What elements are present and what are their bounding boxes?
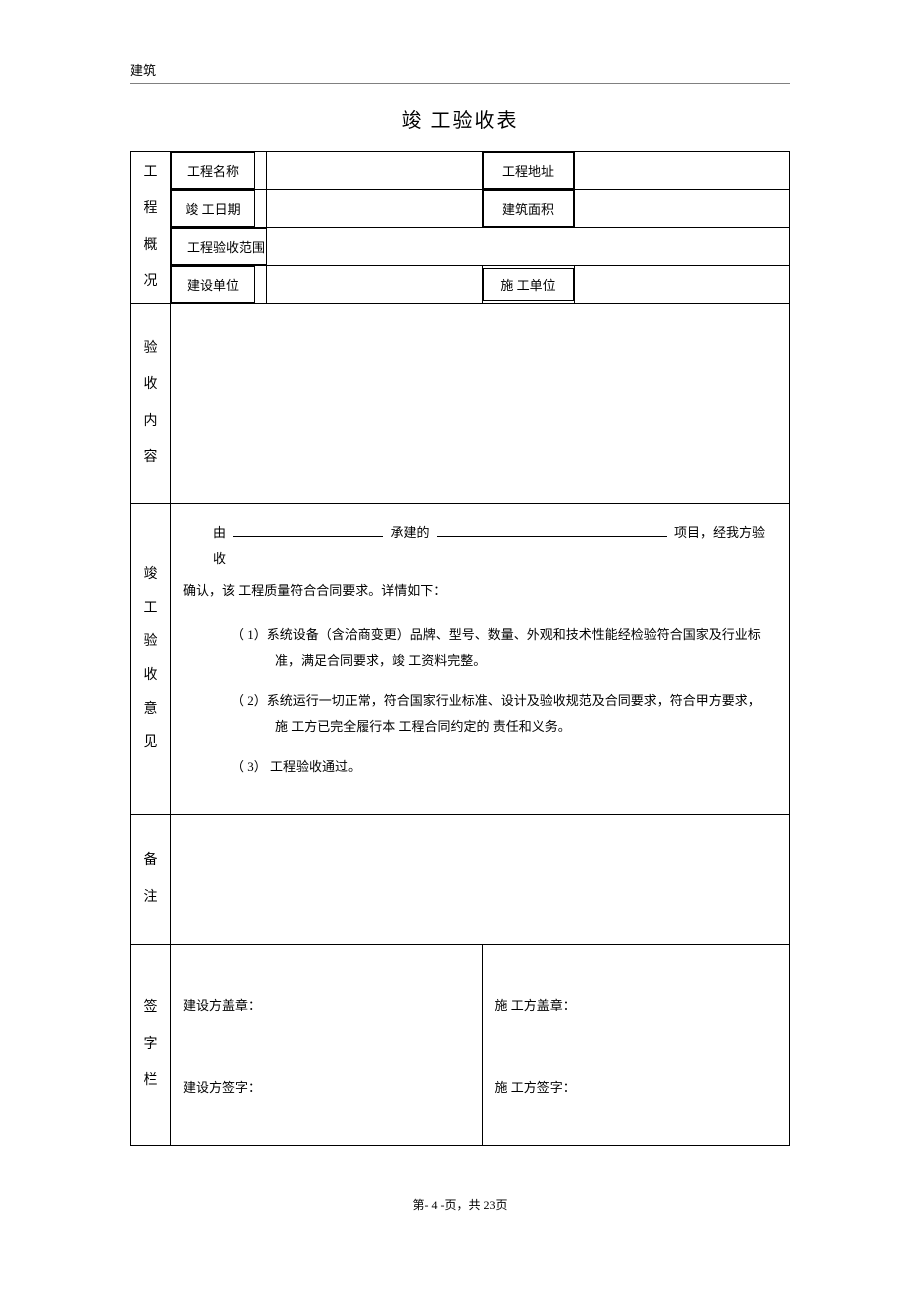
- opinion-char-5: 意: [131, 693, 170, 727]
- contractor-sign-label: 施 工方签字：: [495, 1077, 778, 1096]
- value-owner[interactable]: [267, 266, 483, 304]
- page-title: 竣 工验收表: [130, 104, 790, 133]
- opinion-item-3: （ 3） 工程验收通过。: [231, 754, 767, 780]
- content-char-3: 内: [131, 404, 170, 440]
- overview-row-2: 竣 工日期 建筑面积: [131, 190, 790, 228]
- overview-char-1: 工: [131, 155, 170, 191]
- opinion-prefix: 由: [213, 525, 226, 540]
- remark-cell[interactable]: [171, 815, 790, 945]
- overview-rowlabel: 工 程 概 况: [131, 152, 171, 304]
- contractor-seal-label: 施 工方盖章：: [495, 995, 778, 1014]
- content-row: 验 收 内 容: [131, 304, 790, 504]
- label-completion-date: 竣 工日期: [171, 190, 255, 227]
- sign-row: 签 字 栏 建设方盖章： 建设方签字： 施 工方盖章： 施 工方签字：: [131, 945, 790, 1146]
- owner-seal-label: 建设方盖章：: [183, 995, 470, 1014]
- content-char-2: 收: [131, 367, 170, 403]
- sign-left-cell: 建设方盖章： 建设方签字：: [171, 945, 483, 1146]
- label-project-addr: 工程地址: [483, 152, 574, 189]
- remark-char-1: 备: [131, 843, 170, 879]
- opinion-char-6: 见: [131, 726, 170, 760]
- value-building-area[interactable]: [574, 190, 790, 228]
- value-completion-date[interactable]: [267, 190, 483, 228]
- overview-row-3: 工程验收范围: [131, 228, 790, 266]
- value-project-addr[interactable]: [574, 152, 790, 190]
- overview-row-1: 工 程 概 况 工程名称 工程地址: [131, 152, 790, 190]
- overview-row-4: 建设单位 施 工单位: [131, 266, 790, 304]
- remark-char-2: 注: [131, 880, 170, 916]
- opinion-blank-2[interactable]: [437, 524, 667, 537]
- opinion-cell: 由 承建的 项目，经我方验收 确认，该 工程质量符合合同要求。详情如下： （ 1…: [171, 504, 790, 815]
- remark-row: 备 注: [131, 815, 790, 945]
- opinion-char-4: 收: [131, 659, 170, 693]
- value-contractor[interactable]: [574, 266, 790, 304]
- value-project-name[interactable]: [267, 152, 483, 190]
- sign-char-1: 签: [131, 990, 170, 1026]
- page-footer: 第- 4 -页，共 23页: [130, 1196, 790, 1213]
- opinion-char-3: 验: [131, 625, 170, 659]
- opinion-rowlabel: 竣 工 验 收 意 见: [131, 504, 171, 815]
- opinion-item-2: （ 2）系统运行一切正常，符合国家行业标准、设计及验收规范及合同要求，符合甲方要…: [231, 688, 767, 740]
- owner-sign-label: 建设方签字：: [183, 1077, 470, 1096]
- opinion-intro-line2: 确认，该 工程质量符合合同要求。详情如下：: [183, 578, 777, 604]
- opinion-mid: 承建的: [391, 525, 430, 540]
- acceptance-table: 工 程 概 况 工程名称 工程地址 竣 工日期 建筑面积 工程验收范围 建设单位…: [130, 151, 790, 1146]
- value-scope[interactable]: [267, 228, 790, 266]
- content-char-1: 验: [131, 331, 170, 367]
- label-building-area: 建筑面积: [483, 190, 574, 227]
- label-scope: 工程验收范围: [171, 228, 281, 265]
- content-rowlabel: 验 收 内 容: [131, 304, 171, 504]
- opinion-char-2: 工: [131, 592, 170, 626]
- opinion-intro-line1: 由 承建的 项目，经我方验收: [183, 520, 777, 572]
- opinion-item-1: （ 1）系统设备（含洽商变更）品牌、型号、数量、外观和技术性能经检验符合国家及行…: [231, 622, 767, 674]
- sign-right-cell: 施 工方盖章： 施 工方签字：: [482, 945, 790, 1146]
- sign-char-2: 字: [131, 1027, 170, 1063]
- overview-char-4: 况: [131, 264, 170, 300]
- label-project-name: 工程名称: [171, 152, 255, 189]
- content-cell[interactable]: [171, 304, 790, 504]
- content-char-4: 容: [131, 440, 170, 476]
- overview-char-3: 概: [131, 228, 170, 264]
- overview-char-2: 程: [131, 191, 170, 227]
- remark-rowlabel: 备 注: [131, 815, 171, 945]
- sign-char-3: 栏: [131, 1063, 170, 1099]
- sign-rowlabel: 签 字 栏: [131, 945, 171, 1146]
- doc-header-label: 建筑: [130, 60, 790, 79]
- opinion-char-1: 竣: [131, 558, 170, 592]
- label-owner: 建设单位: [171, 266, 255, 303]
- opinion-row: 竣 工 验 收 意 见 由 承建的 项目，经我方验收 确认，该 工程质量符合合同…: [131, 504, 790, 815]
- label-contractor: 施 工单位: [483, 268, 574, 301]
- header-rule: [130, 83, 790, 84]
- opinion-blank-1[interactable]: [233, 524, 383, 537]
